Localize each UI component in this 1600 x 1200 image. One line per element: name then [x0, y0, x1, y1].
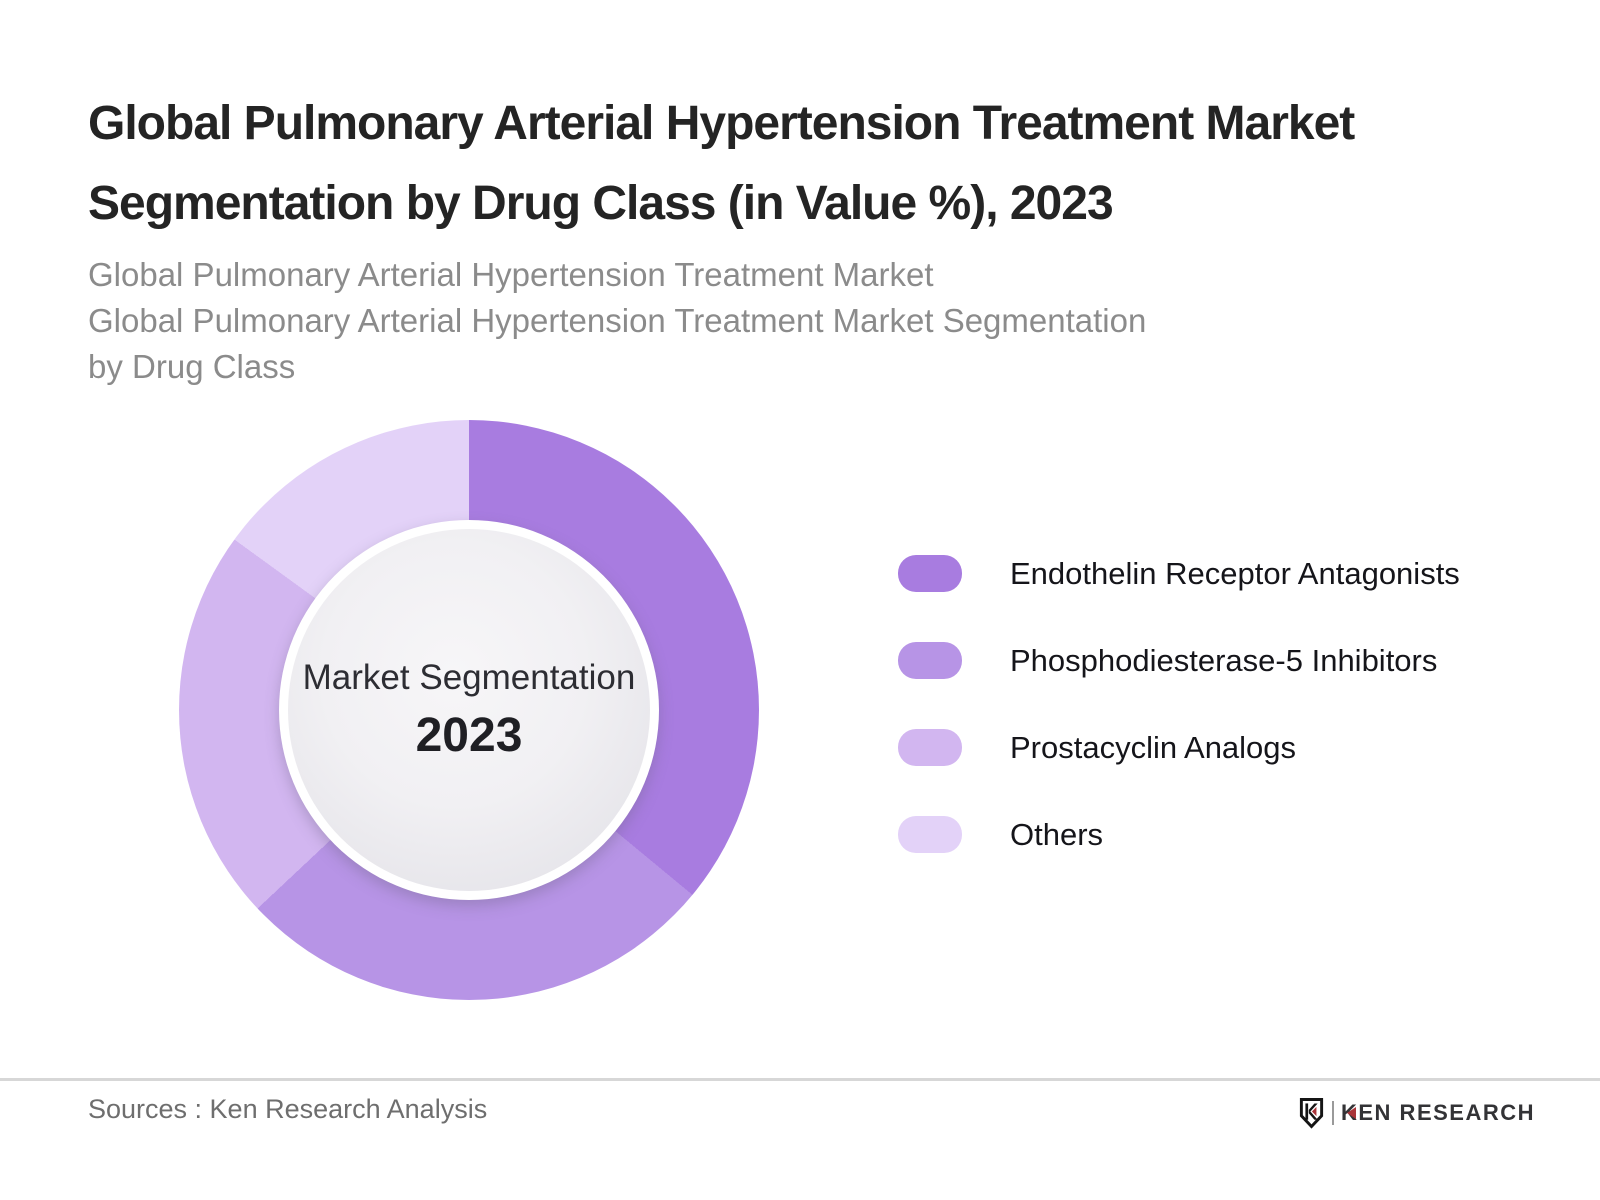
legend-swatch-icon [898, 555, 962, 592]
legend-item-others: Others [898, 816, 1460, 853]
brand-text: KEN RESEARCH [1341, 1100, 1536, 1125]
legend-item-prostacyclin: Prostacyclin Analogs [898, 729, 1460, 766]
subtitle-line: Global Pulmonary Arterial Hypertension T… [88, 256, 934, 293]
legend-label: Phosphodiesterase-5 Inhibitors [1010, 642, 1438, 678]
legend-label: Endothelin Receptor Antagonists [1010, 555, 1460, 591]
chart-legend: Endothelin Receptor Antagonists Phosphod… [898, 555, 1460, 853]
legend-label: Others [1010, 816, 1104, 852]
sources-text: Sources : Ken Research Analysis [88, 1094, 488, 1124]
ken-research-logo: KEN RESEARCH [1298, 1094, 1535, 1132]
donut-hole: Market Segmentation 2023 [279, 520, 659, 900]
footer-divider [0, 1078, 1600, 1081]
donut-chart: Market Segmentation 2023 [179, 420, 759, 1000]
legend-swatch-icon [898, 642, 962, 679]
donut-center-label: Market Segmentation [302, 657, 636, 697]
page-title: Global Pulmonary Arterial Hypertension T… [88, 97, 1355, 230]
brand-wordmark: KEN RESEARCH [1341, 1100, 1535, 1126]
legend-label: Prostacyclin Analogs [1010, 729, 1297, 765]
legend-swatch-icon [898, 816, 962, 853]
subtitle-line: by Drug Class [88, 348, 296, 385]
donut-center-year: 2023 [415, 708, 523, 762]
legend-item-phosphodiesterase: Phosphodiesterase-5 Inhibitors [898, 642, 1460, 679]
subtitle-line: Global Pulmonary Arterial Hypertension T… [88, 302, 1147, 339]
logo-separator [1332, 1101, 1334, 1125]
legend-swatch-icon [898, 729, 962, 766]
donut-center: Market Segmentation 2023 [288, 529, 650, 891]
legend-item-endothelin: Endothelin Receptor Antagonists [898, 555, 1460, 592]
page-subtitle: Global Pulmonary Arterial Hypertension T… [88, 252, 1146, 390]
ken-research-badge-icon [1299, 1098, 1324, 1129]
